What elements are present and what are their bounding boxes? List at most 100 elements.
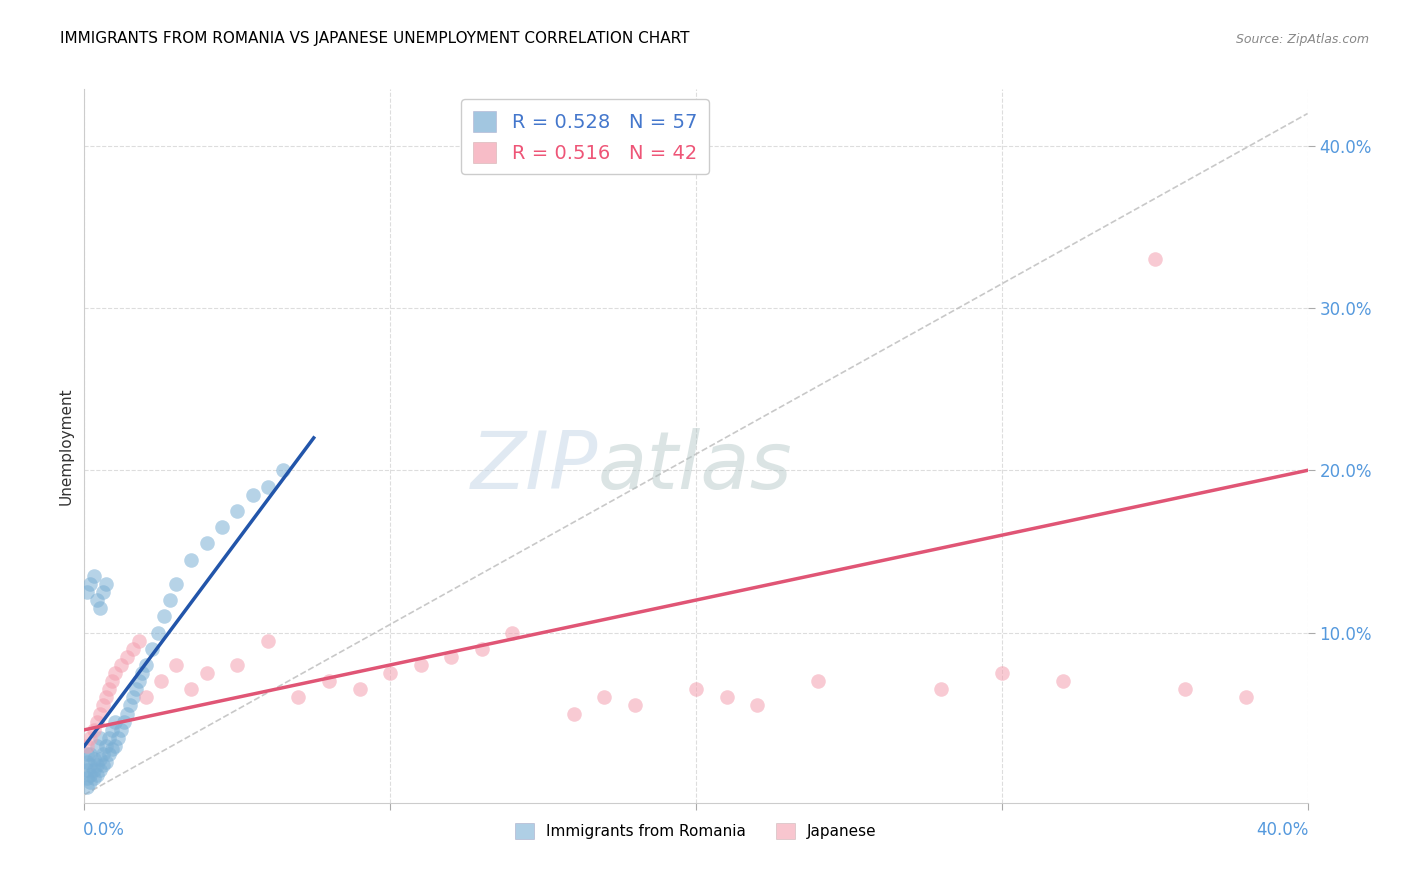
Point [89, 764, 111, 778]
Point [502, 625, 524, 640]
Point [593, 690, 616, 705]
Text: 40.0%: 40.0% [1257, 821, 1309, 838]
Point [747, 698, 769, 713]
Point [83, 752, 105, 766]
Point [1143, 252, 1166, 267]
Point [153, 609, 176, 624]
Point [122, 641, 145, 656]
Point [226, 657, 249, 672]
Point [86, 714, 108, 729]
Point [76, 764, 98, 778]
Point [128, 674, 150, 689]
Point [79, 731, 101, 745]
Point [257, 479, 280, 493]
Point [125, 682, 148, 697]
Point [135, 690, 157, 705]
Point [83, 723, 105, 737]
Point [94, 739, 117, 753]
Point [1174, 682, 1197, 697]
Point [165, 577, 187, 591]
Point [115, 649, 138, 664]
Point [807, 674, 830, 689]
Point [89, 601, 111, 615]
Point [97, 731, 120, 745]
Point [146, 625, 169, 640]
Legend: Immigrants from Romania, Japanese: Immigrants from Romania, Japanese [509, 817, 883, 845]
Point [1236, 690, 1258, 705]
Point [409, 657, 432, 672]
Point [929, 682, 952, 697]
Point [242, 488, 264, 502]
Point [79, 758, 101, 772]
Point [471, 641, 494, 656]
Text: Source: ZipAtlas.com: Source: ZipAtlas.com [1236, 33, 1369, 46]
Point [83, 568, 105, 582]
Point [716, 690, 738, 705]
Point [86, 739, 108, 753]
Point [86, 758, 108, 772]
Point [79, 768, 101, 782]
Point [101, 742, 124, 756]
Point [83, 772, 105, 786]
Point [104, 714, 127, 729]
Point [89, 752, 111, 766]
Point [89, 731, 111, 745]
Point [91, 747, 114, 761]
Point [112, 714, 135, 729]
Point [115, 706, 138, 721]
Point [104, 666, 127, 681]
Point [211, 520, 233, 534]
Text: atlas: atlas [598, 428, 793, 507]
Point [86, 768, 108, 782]
Point [120, 698, 142, 713]
Y-axis label: Unemployment: Unemployment [58, 387, 73, 505]
Point [562, 706, 585, 721]
Point [79, 577, 101, 591]
Point [257, 633, 280, 648]
Point [1052, 674, 1074, 689]
Point [440, 649, 463, 664]
Point [180, 552, 202, 566]
Point [94, 577, 117, 591]
Point [349, 682, 371, 697]
Point [94, 756, 117, 770]
Point [135, 657, 157, 672]
Point [159, 593, 181, 607]
Point [107, 731, 129, 745]
Point [76, 747, 98, 761]
Point [76, 739, 98, 753]
Point [287, 690, 309, 705]
Point [91, 758, 114, 772]
Point [685, 682, 707, 697]
Point [89, 706, 111, 721]
Point [141, 641, 163, 656]
Text: IMMIGRANTS FROM ROMANIA VS JAPANESE UNEMPLOYMENT CORRELATION CHART: IMMIGRANTS FROM ROMANIA VS JAPANESE UNEM… [60, 31, 689, 46]
Point [76, 756, 98, 770]
Point [76, 585, 98, 599]
Point [624, 698, 647, 713]
Point [101, 723, 124, 737]
Point [318, 674, 340, 689]
Point [991, 666, 1014, 681]
Point [195, 536, 218, 550]
Point [104, 739, 127, 753]
Text: ZIP: ZIP [471, 428, 598, 507]
Point [91, 585, 114, 599]
Point [97, 682, 120, 697]
Point [128, 633, 150, 648]
Point [97, 747, 120, 761]
Point [380, 666, 402, 681]
Point [149, 674, 172, 689]
Point [131, 666, 153, 681]
Point [86, 593, 108, 607]
Point [91, 698, 114, 713]
Point [110, 657, 132, 672]
Text: 0.0%: 0.0% [83, 821, 125, 838]
Point [94, 690, 117, 705]
Point [76, 772, 98, 786]
Point [79, 747, 101, 761]
Point [76, 780, 98, 794]
Point [122, 690, 145, 705]
Point [79, 774, 101, 789]
Point [101, 674, 124, 689]
